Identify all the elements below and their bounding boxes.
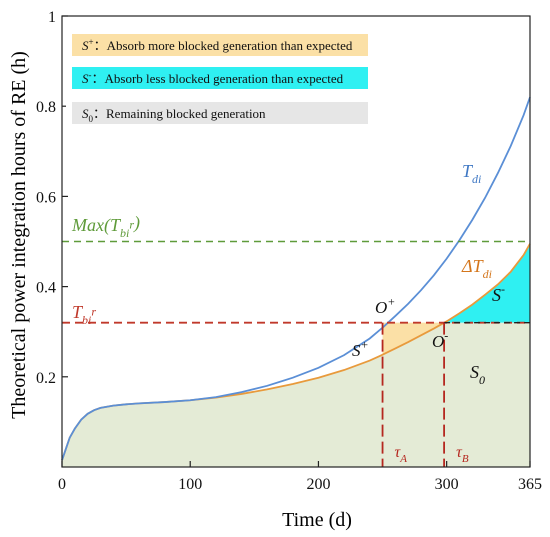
y-tick-label: 0.8: [36, 99, 56, 116]
regions-layer: [62, 243, 530, 467]
plot-frame: [61, 15, 531, 468]
tau-a-label: τA: [395, 444, 408, 465]
curves-layer: [61, 96, 531, 461]
tdi-curve: [61, 96, 531, 461]
x-tick-label: 100: [178, 476, 202, 493]
s-plus-label: S+: [352, 337, 369, 360]
tbi-label: Tbir: [72, 302, 96, 327]
legend-swatch: [72, 67, 368, 89]
x-tick-label: 300: [435, 476, 459, 493]
tdi-label: Tdi: [462, 161, 481, 186]
y-tick-label: 0.4: [36, 280, 56, 297]
region-s0: [62, 322, 530, 467]
tau-b-label: τB: [456, 444, 469, 465]
legend-swatch: [72, 34, 368, 56]
legend-label: S0：Remaining blocked generation: [82, 106, 266, 124]
legend: S+：Absorb more blocked generation than e…: [66, 22, 370, 127]
o-plus-label: O+: [375, 294, 395, 317]
legend-label: S+：Absorb more blocked generation than e…: [82, 37, 353, 53]
y-tick-label: 0.6: [36, 189, 56, 206]
s-minus-label: S-: [492, 282, 505, 305]
annotations: Tdi ΔTdi Max(Tbir) Tbir S+ S- S0 O+ O-τA τB: [71, 161, 505, 465]
x-tick-label: 200: [306, 476, 330, 493]
legend-swatch: [72, 102, 368, 124]
x-tick-label: 365: [518, 476, 542, 493]
y-tick-label: 1: [48, 9, 56, 26]
x-axis-label: Time (d): [282, 509, 352, 531]
y-axis: 0.2 0.4 0.6 0.8 1: [36, 9, 68, 387]
plot-border: [61, 15, 531, 468]
y-tick-label: 0.2: [36, 370, 56, 387]
x-axis: 0 100 200 300 365: [58, 461, 542, 493]
reference-lines-layer: [62, 240, 530, 467]
legend-label: S-：Absorb less blocked generation than e…: [82, 70, 344, 86]
legend-item: S+：Absorb more blocked generation than e…: [72, 34, 368, 56]
region-s-minus: [444, 243, 530, 323]
o-minus-label: O-: [432, 328, 448, 351]
legend-item: S0：Remaining blocked generation: [72, 102, 368, 124]
delta-tdi-label: ΔTdi: [461, 256, 492, 281]
legend-item: S-：Absorb less blocked generation than e…: [72, 67, 368, 89]
y-axis-label: Theoretical power integration hours of R…: [8, 51, 30, 419]
x-tick-label: 0: [58, 476, 66, 493]
max-tbi-label: Max(Tbir): [71, 213, 140, 240]
s-zero-label: S0: [470, 362, 485, 387]
